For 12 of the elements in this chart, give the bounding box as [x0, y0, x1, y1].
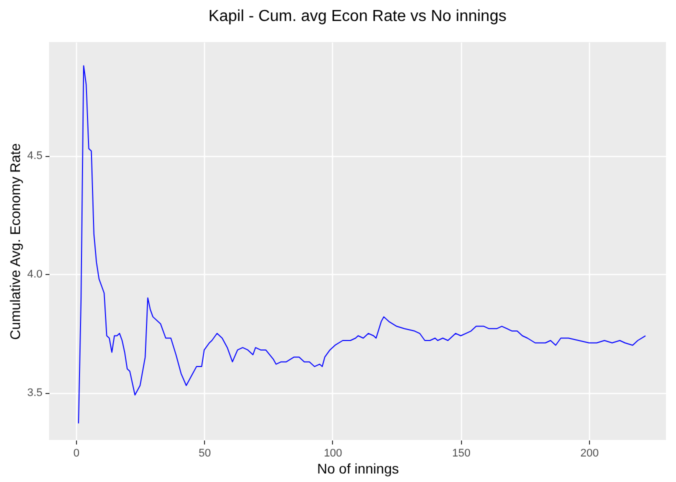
- x-tick-label: 200: [580, 448, 599, 460]
- y-tick-label: 3.5: [27, 387, 42, 400]
- x-tick-label: 100: [324, 448, 342, 460]
- y-tick-label: 4.5: [27, 150, 42, 162]
- line-series: [78, 65, 646, 424]
- x-tick-label: 150: [452, 448, 470, 460]
- y-tick-label: 4.0: [27, 268, 42, 281]
- x-tick-label: 50: [198, 448, 211, 460]
- y-axis-title: Cumulative Avg. Economy Rate: [7, 142, 24, 340]
- x-tick-label: 0: [73, 448, 80, 460]
- x-axis-title: No of innings: [317, 460, 399, 476]
- chart-title: Kapil - Cum. avg Econ Rate vs No innings: [208, 8, 506, 25]
